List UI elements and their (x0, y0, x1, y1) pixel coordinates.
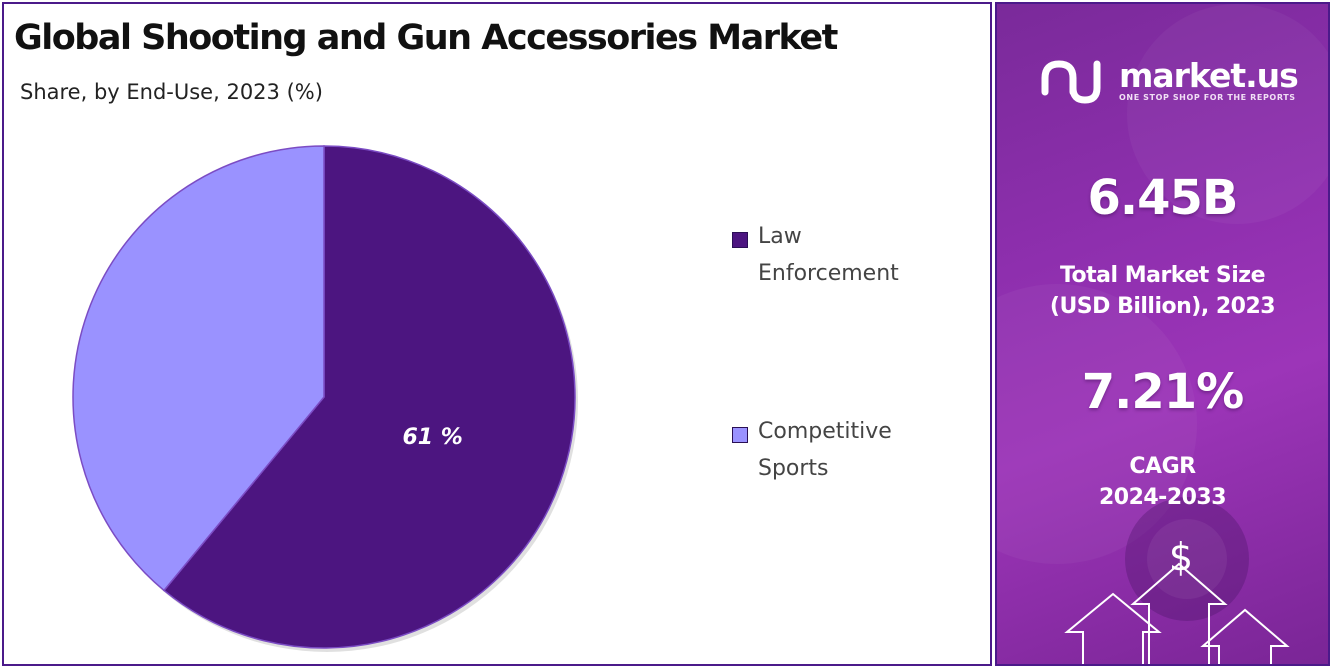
chart-title: Global Shooting and Gun Accessories Mark… (14, 18, 838, 58)
background-decoration (997, 4, 1328, 621)
market-size-label-1: Total Market Size (1059, 263, 1266, 288)
brand-logo: market.us ONE STOP SHOP FOR THE REPORTS (1041, 56, 1321, 116)
legend-swatch (732, 427, 748, 443)
legend-label: Law Enforcement (758, 224, 899, 286)
market-us-logo-icon (1041, 60, 1101, 104)
pie-slice-law-enforcement (162, 145, 576, 649)
chart-subtitle: Share, by End-Use, 2023 (%) (20, 80, 323, 104)
growth-arrows-icon: $ (1064, 535, 1290, 664)
cagr-value: 7.21% (1081, 364, 1245, 420)
market-size-label-2: (USD Billion), 2023 (1049, 294, 1276, 319)
legend-swatch (732, 232, 748, 248)
brand-name: market.us (1119, 56, 1299, 95)
pie-data-label: 61 % (402, 425, 462, 450)
cagr-label-2: 2024-2033 (1098, 485, 1227, 510)
pie-chart: 61 % (72, 145, 578, 652)
legend-label: Competitive Sports (758, 419, 892, 481)
chart-panel: Global Shooting and Gun Accessories Mark… (2, 2, 992, 666)
market-size-value: 6.45B (1087, 170, 1238, 226)
pie-slice-competitive-sports (72, 145, 325, 592)
cagr-label-1: CAGR (1129, 454, 1196, 479)
summary-panel: market.us ONE STOP SHOP FOR THE REPORTS … (995, 2, 1330, 666)
brand-tagline: ONE STOP SHOP FOR THE REPORTS (1119, 93, 1296, 102)
